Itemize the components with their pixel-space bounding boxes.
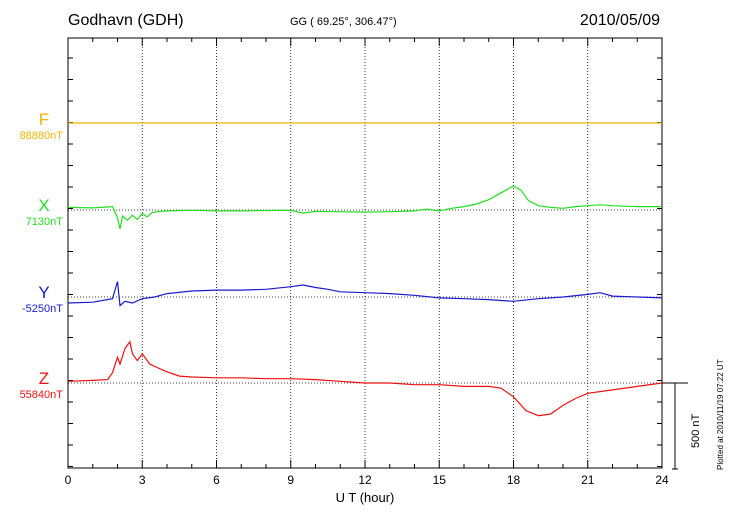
x-tick-label: 0 [65,473,72,487]
component-z: Z 55840nT [5,369,63,401]
x-tick-label: 6 [213,473,220,487]
component-label: Y [38,283,50,302]
x-axis-label: U T (hour) [336,490,395,505]
x-tick-label: 3 [139,473,146,487]
baseline-value: 7130nT [25,216,63,228]
component-f: F 88880nT [5,110,63,142]
series-line-x [67,185,662,230]
baseline-value: 88880nT [19,130,63,142]
component-label: Z [38,369,50,388]
component-y: Y -5250nT [5,283,63,315]
station-title: Godhavn (GDH) [68,12,184,29]
scale-bar-label: 500 nT [690,413,702,448]
x-tick-label: 21 [581,473,595,487]
plot-date: 2010/05/09 [579,12,660,29]
coordinates: GG ( 69.25°, 306.47°) [290,16,397,28]
series-line-y [67,281,663,307]
plotted-note: Plotted at 2010/11/19 07:22 UT [716,359,725,470]
plot-frame [67,37,663,469]
baseline-value: -5250nT [22,303,63,315]
series-line-z [67,340,663,417]
component-x: X 7130nT [5,196,63,228]
x-tick-label: 9 [287,473,294,487]
component-label: F [38,110,50,129]
component-label: X [38,196,50,215]
x-tick-label: 12 [358,473,372,487]
x-tick-label: 18 [507,473,521,487]
x-tick-label: 15 [433,473,447,487]
x-tick-label: 24 [655,473,669,487]
baseline-value: 55840nT [19,389,63,401]
